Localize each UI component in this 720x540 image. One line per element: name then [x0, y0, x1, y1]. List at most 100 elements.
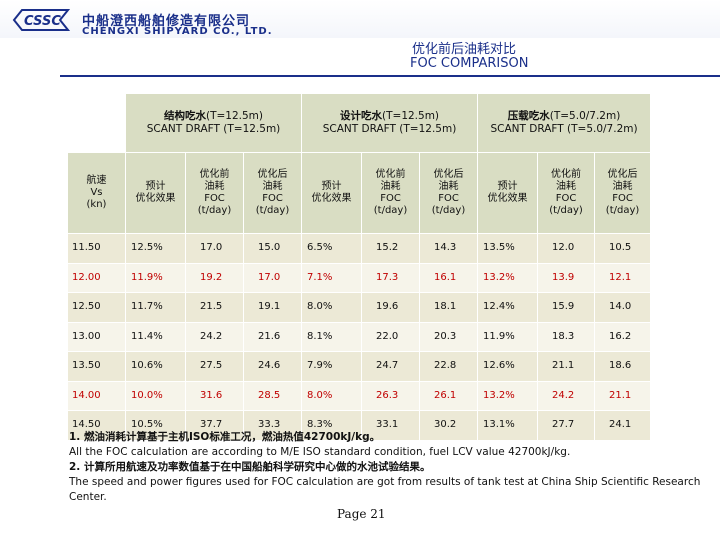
speed-cell: 13.50 — [67, 351, 126, 382]
pred-effect-cell: 12.6% — [477, 351, 539, 382]
foc-before-cell: 18.3 — [537, 321, 596, 352]
pred-effect-cell: 13.2% — [477, 262, 539, 293]
table-row: 13.00 11.4% 24.2 21.6 8.1% 22.0 20.3 11.9% 18.3 1… — [67, 321, 652, 352]
pred-effect-cell: 13.1% — [477, 410, 539, 441]
table-row: 13.50 10.6% 27.5 24.6 7.9% 24.7 22.8 12.6% 21.1 1… — [67, 351, 652, 382]
foc-before-cell: 15.2 — [361, 233, 421, 264]
note-2-cn: 2. 计算所用航速及功率数值基于在中国船舶科学研究中心做的水池试验结果。 — [69, 461, 431, 473]
foc-after-cell: 17.0 — [242, 262, 303, 293]
foc-before-cell: 27.5 — [185, 351, 244, 382]
foc-before-header: 优化前 油耗 FOC (t/day) — [185, 152, 244, 234]
group-design-draft: 设计吃水(T=12.5m) SCANT DRAFT (T=12.5m) — [301, 93, 479, 153]
foc-before-cell: 22.0 — [361, 321, 421, 352]
table-row: 14.00 10.0% 31.6 28.5 8.0% 26.3 26.1 13.2% 24.2 2… — [67, 380, 652, 411]
speed-cell: 11.50 — [67, 233, 126, 264]
pred-effect-cell: 10.0% — [125, 380, 186, 411]
pred-effect-cell: 12.4% — [477, 292, 539, 323]
foc-before-cell: 12.0 — [537, 233, 596, 264]
foc-after-cell: 24.6 — [242, 351, 303, 382]
pred-effect-cell: 10.5% — [125, 410, 186, 441]
header-band — [0, 0, 720, 38]
pred-effect-cell: 11.9% — [125, 262, 186, 293]
foc-before-cell: 19.6 — [361, 292, 421, 323]
foc-after-cell: 21.6 — [242, 321, 303, 352]
foc-after-cell: 18.6 — [594, 351, 652, 382]
foc-after-cell: 18.1 — [419, 292, 479, 323]
foc-after-cell: 16.1 — [419, 262, 479, 293]
footnotes: 1. 燃油消耗计算基于主机ISO标准工况，燃油热值42700kJ/kg。 All… — [69, 430, 709, 505]
group-ballast-draft: 压载吃水(T=5.0/7.2m) SCANT DRAFT (T=5.0/7.2m… — [477, 93, 652, 153]
foc-before-cell: 26.3 — [361, 380, 421, 411]
foc-after-cell: 14.3 — [419, 233, 479, 264]
pred-effect-cell: 7.1% — [301, 262, 363, 293]
speed-cell: 14.00 — [67, 380, 126, 411]
pred-effect-header: 预计 优化效果 — [301, 152, 363, 234]
speed-cell: 13.00 — [67, 321, 126, 352]
pred-effect-cell: 6.5% — [301, 233, 363, 264]
foc-before-cell: 21.1 — [537, 351, 596, 382]
corner-cell — [67, 93, 126, 153]
slide-title-cn: 优化前后油耗对比 — [412, 42, 517, 57]
pred-effect-cell: 12.5% — [125, 233, 186, 264]
company-name-en: CHENGXI SHIPYARD CO., LTD. — [82, 26, 273, 37]
foc-before-cell: 17.0 — [185, 233, 244, 264]
company-name-cn: 中船澄西船舶修造有限公司 — [82, 14, 251, 29]
pred-effect-cell: 11.4% — [125, 321, 186, 352]
note-2-en: The speed and power figures used for FOC… — [69, 476, 701, 503]
slide-title-en: FOC COMPARISON — [410, 56, 529, 71]
foc-before-cell: 13.9 — [537, 262, 596, 293]
foc-before-header: 优化前 油耗 FOC (t/day) — [361, 152, 421, 234]
title-divider — [60, 75, 720, 77]
logo-text: CSSC — [24, 14, 61, 29]
foc-before-cell: 33.1 — [361, 410, 421, 441]
cssc-logo-icon: CSSC — [12, 9, 70, 31]
speed-cell: 12.00 — [67, 262, 126, 293]
table-row: 14.50 10.5% 37.7 33.3 8.3% 33.1 30.2 13.1% 27.7 2… — [67, 410, 652, 441]
foc-before-cell: 27.7 — [537, 410, 596, 441]
foc-after-cell: 26.1 — [419, 380, 479, 411]
group-header-row: 结构吃水(T=12.5m) SCANT DRAFT (T=12.5m) 设计吃水… — [67, 93, 652, 153]
table-row: 12.50 11.7% 21.5 19.1 8.0% 19.6 18.1 12.4% 15.9 1… — [67, 292, 652, 323]
note-1-cn: 1. 燃油消耗计算基于主机ISO标准工况，燃油热值42700kJ/kg。 — [69, 431, 381, 443]
pred-effect-cell: 8.0% — [301, 292, 363, 323]
foc-before-cell: 19.2 — [185, 262, 244, 293]
foc-before-cell: 37.7 — [185, 410, 244, 441]
pred-effect-cell: 13.2% — [477, 380, 539, 411]
foc-after-cell: 22.8 — [419, 351, 479, 382]
speed-cell: 12.50 — [67, 292, 126, 323]
foc-before-header: 优化前 油耗 FOC (t/day) — [537, 152, 596, 234]
foc-after-cell: 19.1 — [242, 292, 303, 323]
foc-after-cell: 12.1 — [594, 262, 652, 293]
pred-effect-cell: 8.0% — [301, 380, 363, 411]
foc-after-cell: 33.3 — [242, 410, 303, 441]
foc-before-cell: 24.7 — [361, 351, 421, 382]
pred-effect-cell: 8.1% — [301, 321, 363, 352]
foc-after-cell: 21.1 — [594, 380, 652, 411]
speed-cell: 14.50 — [67, 410, 126, 441]
foc-before-cell: 31.6 — [185, 380, 244, 411]
foc-after-header: 优化后 油耗 FOC (t/day) — [594, 152, 652, 234]
table-row: 11.50 12.5% 17.0 15.0 6.5% 15.2 14.3 13.5% 12.0 1… — [67, 233, 652, 264]
foc-after-cell: 30.2 — [419, 410, 479, 441]
speed-header: 航速 Vs (kn) — [67, 152, 126, 234]
foc-comparison-table: 结构吃水(T=12.5m) SCANT DRAFT (T=12.5m) 设计吃水… — [67, 93, 652, 441]
foc-before-cell: 24.2 — [537, 380, 596, 411]
foc-after-cell: 14.0 — [594, 292, 652, 323]
foc-after-cell: 16.2 — [594, 321, 652, 352]
foc-after-header: 优化后 油耗 FOC (t/day) — [242, 152, 303, 234]
foc-before-cell: 17.3 — [361, 262, 421, 293]
note-1-en: All the FOC calculation are according to… — [69, 446, 571, 458]
foc-before-cell: 24.2 — [185, 321, 244, 352]
page-number: Page 21 — [337, 507, 386, 521]
pred-effect-cell: 10.6% — [125, 351, 186, 382]
pred-effect-cell: 7.9% — [301, 351, 363, 382]
column-header-row: 航速 Vs (kn) 预计 优化效果 优化前 油耗 FOC (t/day) 优化后 油耗 F… — [67, 152, 652, 234]
pred-effect-header: 预计 优化效果 — [125, 152, 186, 234]
foc-after-cell: 20.3 — [419, 321, 479, 352]
pred-effect-cell: 13.5% — [477, 233, 539, 264]
pred-effect-header: 预计 优化效果 — [477, 152, 539, 234]
foc-after-cell: 10.5 — [594, 233, 652, 264]
foc-after-cell: 24.1 — [594, 410, 652, 441]
foc-before-cell: 21.5 — [185, 292, 244, 323]
group-scant-draft: 结构吃水(T=12.5m) SCANT DRAFT (T=12.5m) — [124, 93, 303, 153]
